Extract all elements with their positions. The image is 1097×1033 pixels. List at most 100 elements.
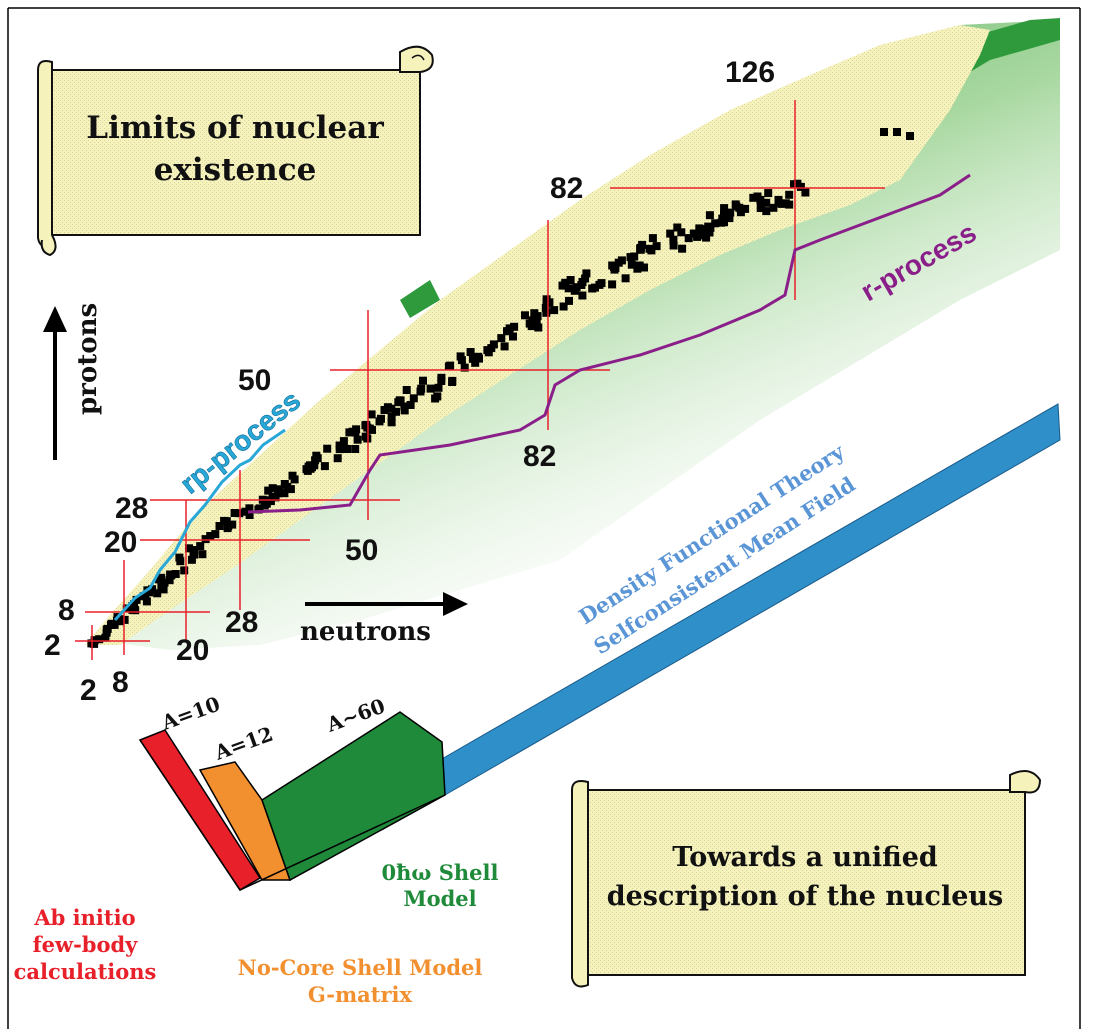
stable-nucleus <box>699 225 708 234</box>
stable-nucleus <box>102 628 111 637</box>
stable-nucleus <box>368 425 376 434</box>
stable-nucleus <box>392 407 400 416</box>
stable-nucleus <box>638 240 647 249</box>
stable-nucleus <box>377 414 385 423</box>
stable-nucleus <box>351 445 360 453</box>
stable-nucleus <box>484 348 493 357</box>
stable-nucleus <box>175 553 184 562</box>
stable-nucleus <box>505 324 514 333</box>
stable-nucleus <box>313 454 322 463</box>
stable-nucleus <box>702 233 711 242</box>
stable-nucleus <box>509 332 517 341</box>
stable-nucleus <box>521 311 529 320</box>
stable-nucleus <box>345 428 354 437</box>
mass-label-a10: A=10 <box>158 692 224 735</box>
stable-nucleus <box>570 286 579 295</box>
stable-nucleus <box>741 204 750 213</box>
ab-initio-label-3: calculations <box>14 959 157 984</box>
stable-nucleus <box>339 437 348 446</box>
stable-nucleus <box>180 566 189 575</box>
protons-axis: protons <box>43 303 103 460</box>
stable-nucleus <box>550 306 559 315</box>
scroll-bottom-line2: description of the nucleus <box>607 881 1004 912</box>
stable-nucleus <box>694 231 703 240</box>
stable-nucleus <box>335 445 344 454</box>
stable-nucleus <box>778 199 786 208</box>
stable-nucleus <box>705 228 714 237</box>
stable-nucleus <box>489 340 498 349</box>
stable-nucleus <box>636 245 645 254</box>
stable-nucleus <box>387 412 396 421</box>
stable-nucleus <box>673 223 682 232</box>
method-base-line <box>139 739 446 891</box>
stable-nucleus <box>406 401 415 409</box>
stable-nucleus <box>564 284 573 293</box>
stable-nucleus <box>532 316 541 325</box>
stable-nucleus <box>471 358 480 367</box>
stable-nucleus <box>608 280 617 289</box>
stable-nucleus <box>323 444 332 453</box>
stable-nucleus <box>268 484 277 493</box>
mass-label-a12: A=12 <box>211 722 277 765</box>
stable-nucleus <box>725 214 734 223</box>
stable-nucleus <box>280 489 289 498</box>
stable-nucleus <box>264 486 273 495</box>
stable-nucleus <box>457 356 466 365</box>
stable-nucleus <box>533 312 542 321</box>
stable-nucleus <box>726 208 735 217</box>
stable-nucleus <box>510 322 519 331</box>
stable-nucleus <box>565 296 573 305</box>
scroll-top: Limits of nuclear existence <box>37 45 434 257</box>
stable-nucleus <box>153 589 162 598</box>
neutron-magic-20: 20 <box>176 634 209 667</box>
stable-nucleus <box>466 348 475 356</box>
stable-nucleus <box>695 224 704 233</box>
stable-nucleus <box>762 198 771 207</box>
stable-nucleus <box>90 639 99 648</box>
stable-nucleus <box>906 132 914 140</box>
stable-nucleus <box>762 207 771 216</box>
stable-nucleus <box>165 576 174 585</box>
protons-label: protons <box>73 303 103 415</box>
stable-nucleus <box>198 550 207 559</box>
stable-nucleus <box>230 509 239 517</box>
stable-nucleus <box>757 199 766 208</box>
shell-model-label-2: Model <box>403 886 476 911</box>
stable-nucleus <box>705 211 714 220</box>
stable-nucleus <box>283 482 292 491</box>
neutron-magic-82: 82 <box>523 440 556 473</box>
stable-nucleus <box>588 284 597 293</box>
stable-nucleus <box>541 303 550 312</box>
stable-nucleus <box>132 595 141 604</box>
stable-nucleus <box>528 316 537 325</box>
stable-nucleus <box>167 571 176 580</box>
stable-nucleus <box>275 485 284 494</box>
proton-magic-20: 20 <box>104 526 137 559</box>
stable-nucleus <box>268 492 277 501</box>
stable-nucleus <box>597 279 606 288</box>
stable-nucleus <box>648 234 657 243</box>
shell-model-label-1: 0ħω Shell <box>382 860 499 885</box>
proton-magic-126: 126 <box>725 56 775 89</box>
stable-nucleus <box>131 606 140 615</box>
scroll-bottom-line1: Towards a unified <box>672 842 938 873</box>
stable-nucleus <box>756 204 765 212</box>
stable-nucleus <box>736 208 745 217</box>
stable-nucleus <box>157 573 166 582</box>
stable-nucleus <box>142 597 151 606</box>
stable-nucleus <box>380 406 389 414</box>
stable-nucleus <box>711 219 720 228</box>
stable-nucleus <box>475 354 483 363</box>
stable-nucleus <box>416 387 425 396</box>
stable-nucleus <box>409 394 418 403</box>
stable-nucleus <box>717 218 726 227</box>
stable-nucleus <box>578 291 587 300</box>
stable-nucleus <box>635 261 644 270</box>
stable-nucleus <box>201 535 210 544</box>
stable-nucleus <box>353 435 362 444</box>
scroll-top-line2: existence <box>154 152 317 188</box>
stable-nucleus <box>720 204 729 213</box>
stable-nucleus <box>749 193 758 202</box>
stable-nucleus <box>437 377 446 385</box>
